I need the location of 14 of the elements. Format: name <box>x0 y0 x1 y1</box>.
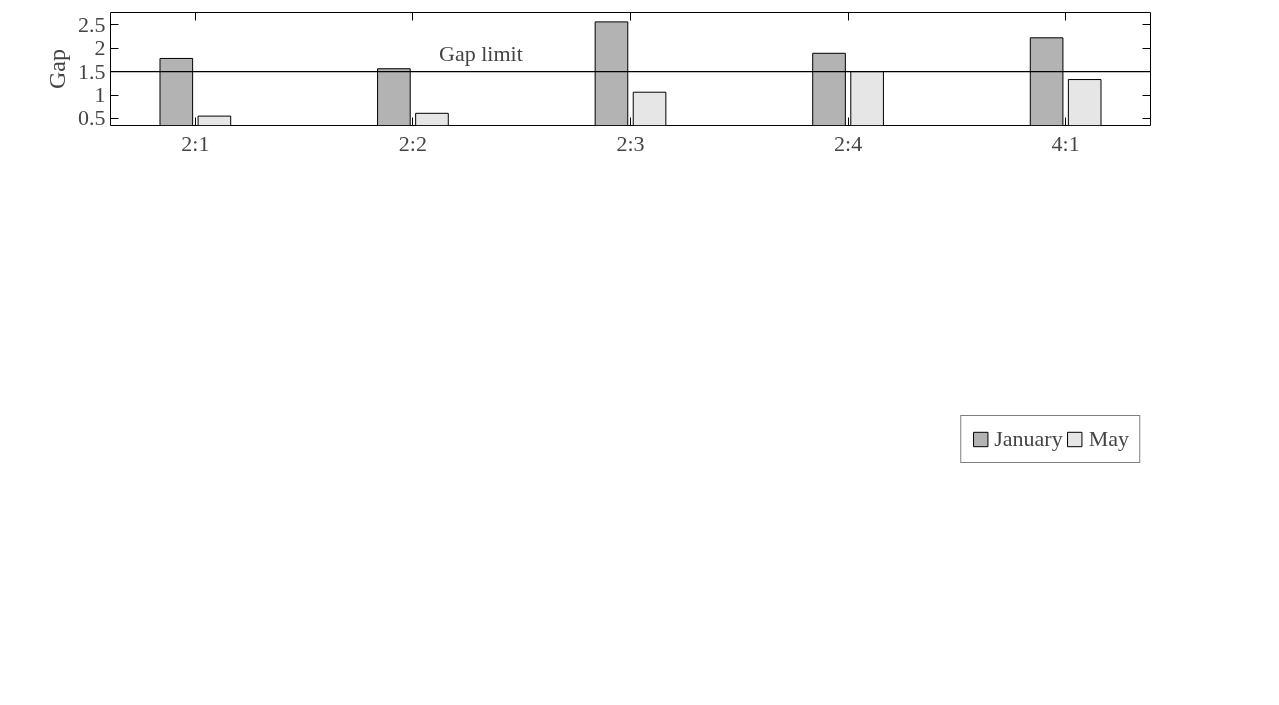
y-tick-label: 2.5 <box>78 11 106 37</box>
ref-line-label: Gap limit <box>439 40 523 66</box>
x-tick-label: 2:1 <box>181 130 210 156</box>
legend-label: January <box>994 426 1063 452</box>
y-tick-label: 0.5 <box>78 105 106 131</box>
x-tick-label: 2:3 <box>616 130 645 156</box>
x-tick-label: 2:2 <box>398 130 427 156</box>
y-tick-label: 1.5 <box>78 58 106 84</box>
x-tick-label: 2:4 <box>834 130 863 156</box>
y-tick-label: 1 <box>94 82 106 108</box>
x-tick-label: 4:1 <box>1051 130 1080 156</box>
y-axis-title: Gap <box>44 49 70 89</box>
legend-label: May <box>1088 426 1129 452</box>
y-tick-label: 2 <box>94 35 106 61</box>
